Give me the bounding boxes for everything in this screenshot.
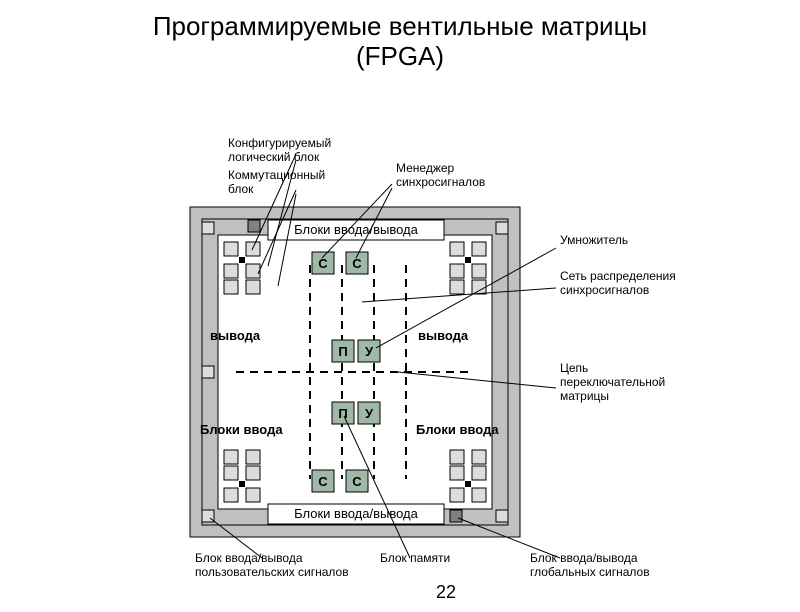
label-switch-chain-l1: переключательной	[560, 375, 665, 389]
clb-1-0	[450, 242, 464, 256]
clock-mgr-1-label: С	[352, 256, 362, 271]
clb-2-1	[246, 466, 260, 480]
io-bar-top-label: Блоки ввода/вывода	[294, 222, 418, 237]
clb-2-0	[224, 466, 238, 480]
label-mem: Блок памяти	[380, 551, 450, 565]
io-label-left-bottom: Блоки ввода	[200, 422, 283, 437]
io-bar-bottom-label: Блоки ввода/вывода	[294, 506, 418, 521]
label-clock-net: Сеть распределения	[560, 269, 676, 283]
frame-iob-1	[248, 220, 260, 232]
clb-2-4	[224, 450, 238, 464]
frame-iob-0	[202, 222, 214, 234]
label-iob-global: Блок ввода/вывода	[530, 551, 638, 565]
switch-node-0	[239, 257, 245, 263]
label-switch: Коммутационный	[228, 168, 325, 182]
clb-1-2	[450, 264, 464, 278]
io-label-right-top: вывода	[418, 328, 469, 343]
clb-1-4	[450, 280, 464, 294]
switch-node-2	[239, 481, 245, 487]
clb-3-1	[472, 466, 486, 480]
switch-node-1	[465, 257, 471, 263]
clb-1-3	[472, 264, 486, 278]
frame-iob-3	[450, 510, 462, 522]
mult-block-0-label: У	[365, 344, 374, 359]
label-clock-mgr: Менеджер	[396, 161, 455, 175]
label-iob-user-l1: пользовательских сигналов	[195, 565, 349, 579]
fpga-diagram: Блоки ввода/вывода Блоки ввода/вывода С С С С…	[0, 72, 800, 612]
mult-block-1-label: У	[365, 406, 374, 421]
frame-iob-6	[202, 366, 214, 378]
clb-3-4	[450, 450, 464, 464]
mem-block-1-label: П	[338, 406, 347, 421]
clb-3-5	[472, 450, 486, 464]
clb-2-2	[224, 488, 238, 502]
page-title: Программируемые вентильные матрицы(FPGA)	[0, 0, 800, 72]
label-clock-net-l1: синхросигналов	[560, 283, 649, 297]
label-iob-user: Блок ввода/вывода	[195, 551, 303, 565]
clb-2-3	[246, 488, 260, 502]
clb-3-2	[450, 488, 464, 502]
clb-3-3	[472, 488, 486, 502]
label-multiplier: Умножитель	[560, 233, 628, 247]
label-clock-mgr-l1: синхросигналов	[396, 175, 485, 189]
io-label-left-top: вывода	[210, 328, 261, 343]
clock-mgr-2-label: С	[318, 474, 328, 489]
frame-iob-5	[496, 510, 508, 522]
io-label-right-bottom: Блоки ввода	[416, 422, 499, 437]
switch-node-3	[465, 481, 471, 487]
clb-0-4	[224, 280, 238, 294]
label-iob-global-l1: глобальных сигналов	[530, 565, 650, 579]
clb-1-1	[472, 242, 486, 256]
label-switch-chain-l2: матрицы	[560, 389, 609, 403]
diagram-stage: Блоки ввода/вывода Блоки ввода/вывода С С С С…	[0, 72, 800, 612]
mem-block-0-label: П	[338, 344, 347, 359]
label-clb: Конфигурируемый	[228, 136, 331, 150]
clb-2-5	[246, 450, 260, 464]
clock-mgr-3-label: С	[352, 474, 362, 489]
clock-mgr-0-label: С	[318, 256, 328, 271]
label-switch-chain: Цепь	[560, 361, 588, 375]
label-switch-l1: блок	[228, 182, 254, 196]
clb-0-3	[246, 264, 260, 278]
clb-0-0	[224, 242, 238, 256]
clb-0-2	[224, 264, 238, 278]
label-clb-l1: логический блок	[228, 150, 320, 164]
clb-3-0	[450, 466, 464, 480]
clb-0-5	[246, 280, 260, 294]
frame-iob-2	[496, 222, 508, 234]
clb-1-5	[472, 280, 486, 294]
